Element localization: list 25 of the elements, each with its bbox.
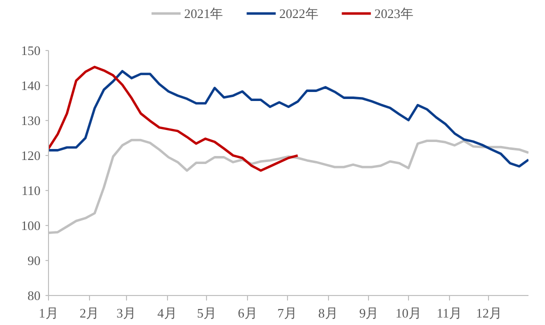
y-tick-label: 150 (21, 43, 40, 58)
y-tick-label: 120 (21, 148, 40, 163)
x-tick-label: 1月 (38, 306, 58, 320)
x-tick-label: 3月 (116, 306, 136, 320)
x-tick-label: 7月 (277, 306, 297, 320)
y-tick-label: 100 (21, 218, 40, 233)
y-tick-label: 140 (21, 78, 40, 93)
x-tick-label: 10月 (396, 306, 422, 320)
x-tick-label: 4月 (157, 306, 177, 320)
line-series (48, 70, 528, 168)
legend-label: 2023年 (374, 6, 414, 21)
x-tick-label: 11月 (436, 306, 462, 320)
x-tick-label: 2月 (80, 306, 100, 320)
x-tick-label: 9月 (359, 306, 379, 320)
x-tick-label: 6月 (238, 306, 258, 320)
line-series (48, 66, 299, 172)
y-tick-label: 130 (21, 113, 40, 128)
legend-label: 2021年 (184, 6, 224, 21)
y-tick-label: 90 (28, 253, 40, 268)
x-tick-label: 5月 (196, 306, 216, 320)
x-tick-label: 8月 (318, 306, 338, 320)
legend-label: 2022年 (279, 6, 318, 21)
x-tick-label: 12月 (476, 306, 502, 320)
y-tick-label: 80 (28, 288, 40, 303)
y-tick-label: 110 (21, 183, 41, 198)
